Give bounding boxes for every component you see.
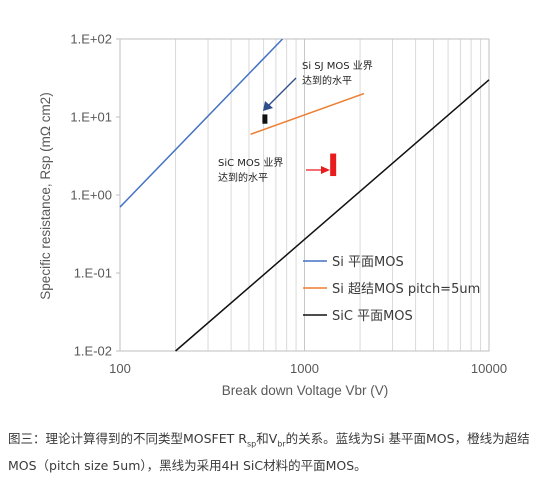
x-tick-labels: 100 1000 10000 [109,361,507,376]
marker-bar-1 [330,153,337,177]
y-axis-title: Specific resistance, Rsp (mΩ cm2) [38,92,53,299]
caption-part1: 图三：理论计算得到的不同类型MOSFET R [8,431,247,446]
x-tick-label: 1000 [290,361,319,376]
x-tick-label: 100 [109,361,131,376]
caption-part2: 和V [256,431,278,446]
x-tick-label: 10000 [471,361,507,376]
series-line-1 [250,92,365,136]
y-tick-label: 1.E-01 [74,266,112,281]
annotation-si-sj-arrow [267,77,297,107]
annotation-sic-arrowhead [321,166,330,174]
y-tick-label: 1.E+00 [70,188,112,203]
annotation-sic-line2: 达到的水平 [218,171,268,184]
chart: 100 1000 10000 1.E-021.E-011.E+001.E+011.E… [38,31,508,398]
x-axis-title: Break down Voltage Vbr (V) [222,383,389,398]
level-markers [262,114,337,177]
caption-part3: 的关系。蓝线为Si 基平面MOS，橙线为超结MOS（pitch size 5um… [8,431,530,473]
legend: Si 平面MOS Si 超结MOS pitch=5um SiC 平面MOS [303,255,480,324]
legend-label-si-sj: Si 超结MOS pitch=5um [332,282,480,297]
y-tick-label: 1.E+01 [70,110,112,125]
marker-bar-0 [262,114,268,124]
series-lines [119,38,490,352]
annotation-si-sj-line1: Si SJ MOS 业界 [302,60,373,72]
annotation-si-sj-line2: 达到的水平 [302,74,352,87]
series-line-0 [119,38,284,208]
caption-sub-br: br [277,439,286,449]
annotation-si-sj: Si SJ MOS 业界 达到的水平 [263,60,373,111]
y-tick-label: 1.E+02 [70,32,112,47]
caption-sub-sp: sp [246,439,257,449]
y-tick-label: 1.E-02 [74,344,112,359]
legend-label-sic-planar: SiC 平面MOS [332,309,413,324]
annotation-sic-line1: SiC MOS 业界 [218,157,283,169]
annotation-si-sj-arrowhead [263,101,273,111]
legend-label-si-planar: Si 平面MOS [332,255,404,270]
figure-caption: 图三：理论计算得到的不同类型MOSFET Rsp和Vbr的关系。蓝线为Si 基平… [8,428,548,476]
y-tick-labels: 1.E-02 1.E-01 1.E+00 1.E+01 1.E+02 [70,32,120,359]
annotation-sic: SiC MOS 业界 达到的水平 [218,157,330,184]
series-line-2 [175,79,490,352]
